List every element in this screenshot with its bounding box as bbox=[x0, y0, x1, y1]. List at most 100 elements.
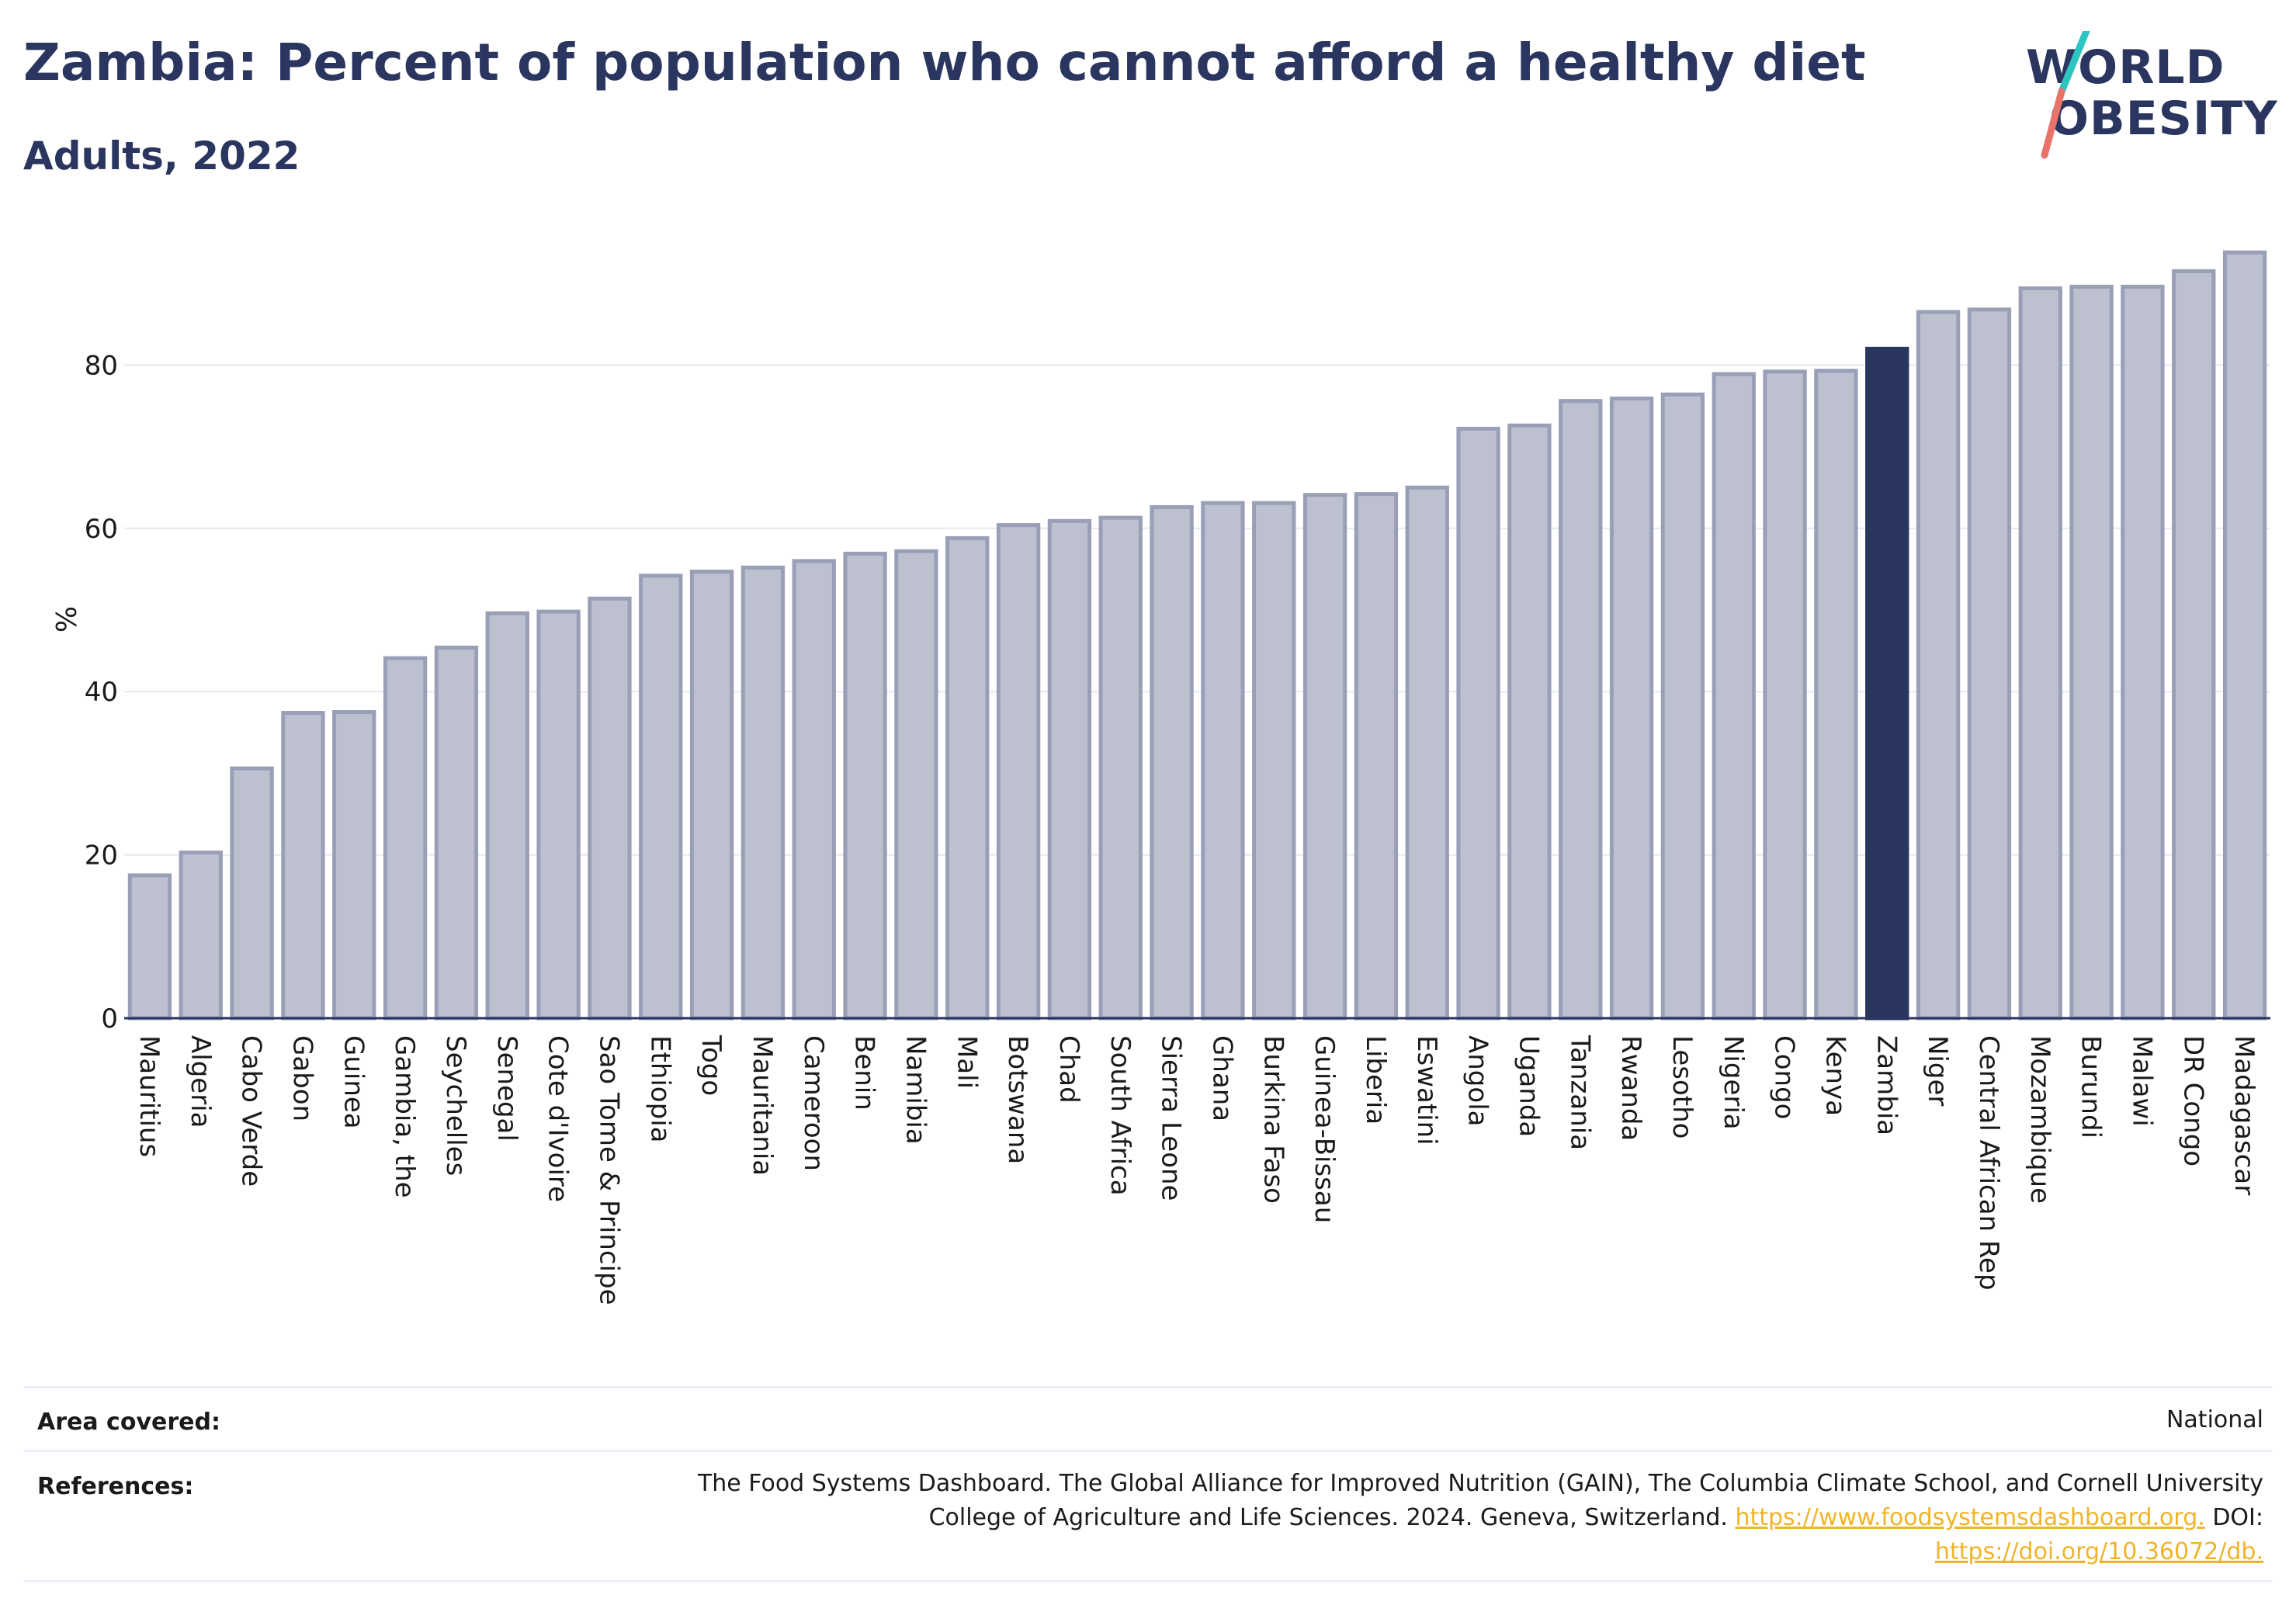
y-tick-label: 40 bbox=[85, 677, 118, 708]
bar bbox=[1098, 515, 1143, 1021]
bar bbox=[332, 710, 376, 1021]
area-covered-label: Area covered: bbox=[37, 1409, 220, 1436]
x-tick-label: Angola bbox=[1462, 1035, 1493, 1126]
bar bbox=[1150, 504, 1194, 1021]
world-obesity-logo: WORLD OBESITY bbox=[2026, 31, 2277, 163]
x-tick-label: Zambia bbox=[1871, 1035, 1902, 1135]
x-tick-label: Madagascar bbox=[2228, 1035, 2260, 1195]
x-tick-label: Mauritius bbox=[134, 1035, 165, 1157]
x-tick-label: Lesotho bbox=[1667, 1035, 1698, 1139]
x-tick-label: Namibia bbox=[900, 1035, 931, 1145]
y-tick-label: 80 bbox=[85, 350, 118, 381]
x-tick-label: Nigeria bbox=[1718, 1035, 1749, 1130]
references-text: The Food Systems Dashboard. The Global A… bbox=[478, 1467, 2263, 1569]
logo-slash-icon bbox=[2041, 31, 2090, 159]
bar bbox=[1660, 392, 1705, 1021]
x-tick-label: Burkina Faso bbox=[1257, 1035, 1288, 1204]
bar bbox=[1967, 307, 2012, 1021]
bar bbox=[996, 523, 1041, 1021]
x-tick-label: Niger bbox=[1922, 1035, 1953, 1106]
x-tick-label: Guinea-Bissau bbox=[1309, 1035, 1340, 1223]
bar bbox=[1507, 423, 1552, 1021]
x-tick-label: Central African Rep bbox=[1973, 1035, 2004, 1291]
x-tick-label: Kenya bbox=[1819, 1035, 1850, 1116]
references-dashboard-link[interactable]: https://www.foodsystemsdashboard.org. bbox=[1735, 1504, 2205, 1531]
x-tick-label: Eswatini bbox=[1411, 1035, 1442, 1145]
bar bbox=[740, 565, 786, 1021]
bar bbox=[536, 609, 581, 1021]
bar bbox=[689, 570, 734, 1021]
x-tick-label: Congo bbox=[1769, 1035, 1800, 1119]
bar bbox=[843, 551, 887, 1021]
x-tick-label: Ethiopia bbox=[644, 1035, 675, 1142]
x-tick-label: Seychelles bbox=[440, 1035, 471, 1176]
bar bbox=[1763, 369, 1807, 1021]
bar-highlight bbox=[1865, 346, 1909, 1021]
x-tick-label: DR Congo bbox=[2177, 1035, 2208, 1166]
bar bbox=[588, 596, 632, 1021]
bar bbox=[434, 645, 479, 1021]
x-tick-label: Liberia bbox=[1360, 1035, 1391, 1125]
references-label: References: bbox=[37, 1473, 194, 1500]
bar bbox=[1201, 501, 1245, 1021]
x-tick-label: Malawi bbox=[2126, 1035, 2157, 1127]
bar bbox=[1456, 426, 1500, 1021]
footer-divider-bottom bbox=[23, 1580, 2273, 1582]
x-tick-label: Cabo Verde bbox=[236, 1035, 267, 1187]
x-tick-label: Senegal bbox=[491, 1035, 522, 1142]
bar bbox=[1405, 485, 1449, 1021]
x-tick-label: Benin bbox=[849, 1035, 880, 1111]
chart-subtitle: Adults, 2022 bbox=[23, 133, 300, 178]
x-tick-label: Chad bbox=[1053, 1035, 1084, 1104]
x-tick-label: Burundi bbox=[2076, 1035, 2107, 1139]
bar bbox=[945, 535, 990, 1021]
x-tick-label: Mauritania bbox=[747, 1035, 778, 1176]
bar bbox=[1252, 501, 1296, 1021]
logo-text-obesity: OBESITY bbox=[2049, 92, 2278, 146]
bar bbox=[2222, 250, 2267, 1021]
references-doi-link[interactable]: https://doi.org/10.36072/db. bbox=[1935, 1538, 2263, 1565]
bar bbox=[1559, 399, 1603, 1021]
bar bbox=[2121, 284, 2165, 1021]
y-tick-label: 20 bbox=[85, 840, 118, 872]
bar bbox=[383, 656, 428, 1021]
references-line-2: College of Agriculture and Life Sciences… bbox=[478, 1501, 2263, 1535]
bar bbox=[2172, 269, 2216, 1021]
x-tick-label: Sierra Leone bbox=[1156, 1035, 1187, 1201]
bar bbox=[2018, 286, 2062, 1021]
x-tick-label: Sao Tome & Principe bbox=[593, 1035, 624, 1305]
bar bbox=[792, 559, 836, 1021]
x-tick-label: Algeria bbox=[185, 1035, 216, 1128]
x-tick-label: Gabon bbox=[286, 1035, 317, 1121]
bar bbox=[2069, 284, 2114, 1021]
bar bbox=[127, 873, 172, 1021]
bar bbox=[894, 549, 938, 1021]
x-tick-label: Cote d'Ivoire bbox=[543, 1035, 574, 1202]
bar bbox=[1354, 492, 1399, 1021]
bar bbox=[1609, 397, 1654, 1021]
x-tick-label: Togo bbox=[695, 1035, 727, 1096]
bar bbox=[639, 574, 683, 1021]
x-tick-label: Ghana bbox=[1206, 1035, 1237, 1121]
x-tick-label: Uganda bbox=[1513, 1035, 1544, 1137]
bar bbox=[230, 766, 274, 1021]
bar bbox=[485, 611, 529, 1021]
x-tick-label: Mozambique bbox=[2024, 1035, 2055, 1204]
bar bbox=[1302, 493, 1347, 1021]
y-axis-label: % bbox=[49, 606, 81, 633]
y-tick-label: 0 bbox=[101, 1003, 118, 1035]
references-doi-label: DOI: bbox=[2212, 1504, 2263, 1531]
chart-title: Zambia: Percent of population who cannot… bbox=[23, 33, 1866, 92]
bar bbox=[179, 850, 223, 1021]
bar bbox=[1814, 369, 1858, 1021]
footer-divider-middle bbox=[23, 1450, 2273, 1452]
x-tick-label: Tanzania bbox=[1564, 1035, 1595, 1150]
references-line-1: The Food Systems Dashboard. The Global A… bbox=[697, 1470, 2263, 1497]
x-tick-label: South Africa bbox=[1105, 1035, 1136, 1196]
x-tick-label: Mali bbox=[951, 1035, 982, 1089]
bar bbox=[1712, 372, 1756, 1021]
footer-divider-top bbox=[23, 1386, 2273, 1388]
references-line-2-text: College of Agriculture and Life Sciences… bbox=[928, 1504, 1728, 1531]
x-tick-label: Cameroon bbox=[798, 1035, 829, 1171]
area-covered-value: National bbox=[2166, 1406, 2263, 1433]
